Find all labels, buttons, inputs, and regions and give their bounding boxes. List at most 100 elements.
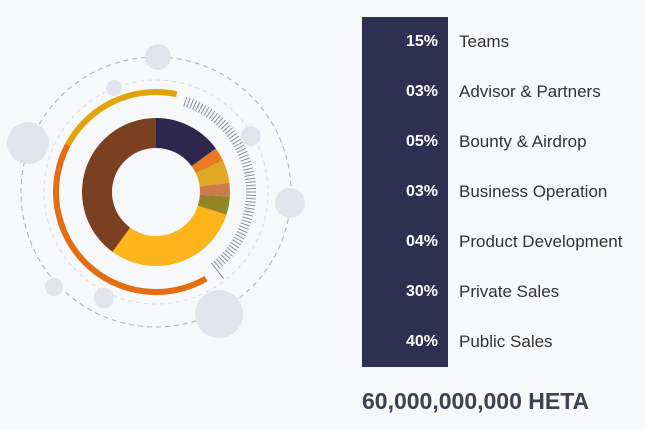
tick-mark — [230, 241, 240, 249]
tick-mark — [242, 163, 253, 168]
tick-mark — [189, 99, 194, 109]
bubble — [106, 80, 122, 96]
tick-mark — [203, 106, 210, 116]
legend-label: Private Sales — [459, 282, 560, 301]
tick-mark — [240, 222, 251, 227]
legend-label: Public Sales — [459, 332, 553, 351]
tick-mark — [243, 170, 254, 174]
tick-mark — [215, 258, 224, 267]
tick-mark — [228, 244, 238, 252]
bubble — [45, 278, 63, 296]
legend-item: 05% Bounty & Airdrop — [362, 117, 587, 167]
tick-mark — [240, 157, 251, 162]
slice-advisor-partners — [191, 148, 223, 174]
tick-mark — [242, 216, 253, 221]
tick-mark — [244, 174, 255, 177]
tick-mark — [232, 138, 242, 145]
tick-mark — [195, 101, 201, 112]
tick-mark — [235, 233, 245, 240]
legend-percent: 15% — [405, 33, 438, 50]
gold-arc — [65, 89, 178, 147]
tick-mark — [236, 147, 247, 153]
tick-mark — [239, 154, 249, 159]
inner-dashed-ring — [43, 79, 269, 305]
tick-mark — [200, 105, 207, 115]
legend-item: 04% Product Development — [362, 217, 623, 267]
donut-chart — [7, 44, 305, 338]
tick-mark — [238, 228, 248, 234]
tick-mark — [243, 167, 254, 171]
bubble — [145, 44, 171, 70]
tick-mark — [226, 130, 236, 137]
tick-mark — [213, 260, 221, 269]
legend-percent: 05% — [405, 133, 438, 150]
legend-item: 15% Teams — [362, 17, 509, 67]
tick-mark — [222, 251, 231, 260]
tick-mark — [233, 141, 243, 148]
bubble — [275, 188, 305, 218]
tick-mark — [243, 213, 254, 217]
legend-label: Bounty & Airdrop — [459, 132, 587, 151]
legend-label: Business Operation — [459, 182, 608, 201]
legend-label: Product Development — [459, 232, 623, 251]
slice-product-development — [197, 194, 230, 215]
tick-mark — [205, 108, 213, 118]
tick-mark — [222, 124, 231, 133]
total-supply: 60,000,000,000 HETA — [362, 388, 590, 414]
legend-item: 30% Private Sales — [362, 267, 559, 317]
legend-label: Teams — [459, 32, 510, 51]
slice-bounty-airdrop — [195, 160, 230, 187]
tick-mark — [243, 210, 254, 214]
tick-mark — [211, 262, 225, 279]
legend-percent: 04% — [405, 233, 438, 250]
tick-mark — [235, 144, 245, 151]
slice-public-sales — [82, 118, 156, 252]
tick-mark — [197, 103, 204, 113]
tick-mark — [245, 184, 256, 187]
bubble — [7, 122, 49, 164]
tick-mark — [232, 239, 242, 246]
tick-mark — [218, 256, 226, 265]
tick-mark — [186, 97, 191, 108]
slice-private-sales — [112, 205, 227, 267]
tick-mark — [236, 231, 247, 237]
legend-item: 40% Public Sales — [362, 317, 553, 367]
tick-mark — [220, 122, 229, 130]
tick-mark — [230, 135, 240, 143]
tick-mark — [183, 96, 188, 107]
bubble — [94, 288, 114, 308]
tick-mark — [244, 207, 255, 210]
tick-mark — [215, 117, 224, 126]
legend-percent: 30% — [405, 283, 438, 300]
tick-mark — [218, 119, 226, 128]
slice-teams — [156, 118, 216, 167]
tick-mark — [208, 110, 216, 120]
legend-item: 03% Business Operation — [362, 167, 607, 217]
tick-mark — [224, 249, 233, 257]
tick-mark — [241, 160, 252, 165]
tick-mark — [226, 247, 236, 254]
bubble — [241, 126, 261, 146]
slice-business-operation — [199, 182, 230, 197]
legend-background — [362, 17, 448, 367]
tick-mark — [211, 112, 218, 122]
tick-mark — [213, 115, 221, 124]
tick-mark — [238, 150, 248, 156]
tick-mark — [245, 181, 256, 184]
tick-mark — [245, 200, 256, 203]
tick-mark — [241, 219, 252, 224]
bubble — [195, 290, 243, 338]
orange-arc — [53, 143, 208, 295]
tick-mark — [245, 197, 256, 200]
tick-mark — [224, 127, 233, 135]
tick-mark — [245, 204, 256, 207]
legend-label: Advisor & Partners — [459, 82, 601, 101]
legend-item: 03% Advisor & Partners — [362, 67, 601, 117]
legend-percent: 03% — [405, 183, 438, 200]
tick-mark — [220, 254, 229, 262]
tick-mark — [228, 132, 238, 140]
legend-percent: 40% — [405, 333, 438, 350]
tick-mark — [245, 177, 256, 180]
tick-mark — [233, 236, 243, 243]
legend-percent: 03% — [405, 83, 438, 100]
